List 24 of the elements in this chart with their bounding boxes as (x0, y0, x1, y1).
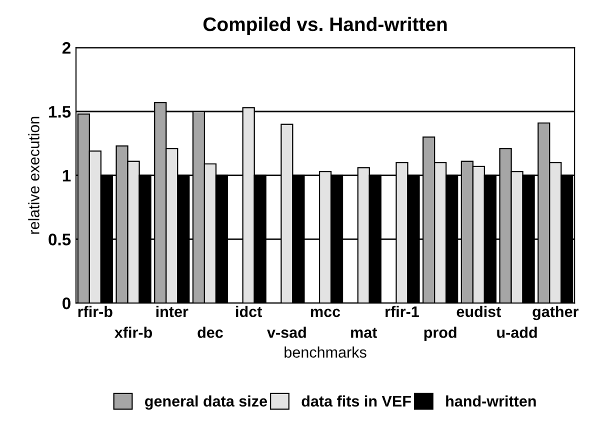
x-tick-label: mcc (311, 308, 340, 318)
legend-label: general data size (145, 395, 267, 410)
y-tick-label: 1 (62, 170, 71, 182)
x-axis-title: benchmarks (284, 346, 366, 358)
x-tick-label: prod (424, 326, 456, 341)
x-tick-label: u-add (497, 326, 537, 338)
x-tick-label: inter (156, 306, 188, 318)
x-tick-label: rfir-b (78, 306, 112, 318)
x-tick-label: idct (236, 306, 262, 318)
x-tick-label: v-sad (267, 326, 306, 338)
x-tick-label: dec (198, 326, 223, 338)
x-tick-label: rfir-1 (386, 306, 419, 317)
legend-label: hand-written (446, 395, 536, 407)
chart-title: Compiled vs. Hand-written (203, 16, 447, 35)
x-tick-label: mat (351, 328, 378, 338)
y-tick-label: 0 (62, 298, 70, 310)
y-axis-title: relative execution (28, 116, 40, 234)
x-tick-label: gather (532, 306, 578, 320)
y-tick-label: 1.5 (49, 106, 71, 118)
x-tick-label: eudist (456, 306, 501, 318)
y-tick-label: 2 (62, 42, 70, 54)
legend-label: data fits in VEF (302, 395, 411, 407)
x-tick-label: xfir-b (114, 326, 152, 338)
y-tick-label: 0.5 (48, 234, 71, 246)
